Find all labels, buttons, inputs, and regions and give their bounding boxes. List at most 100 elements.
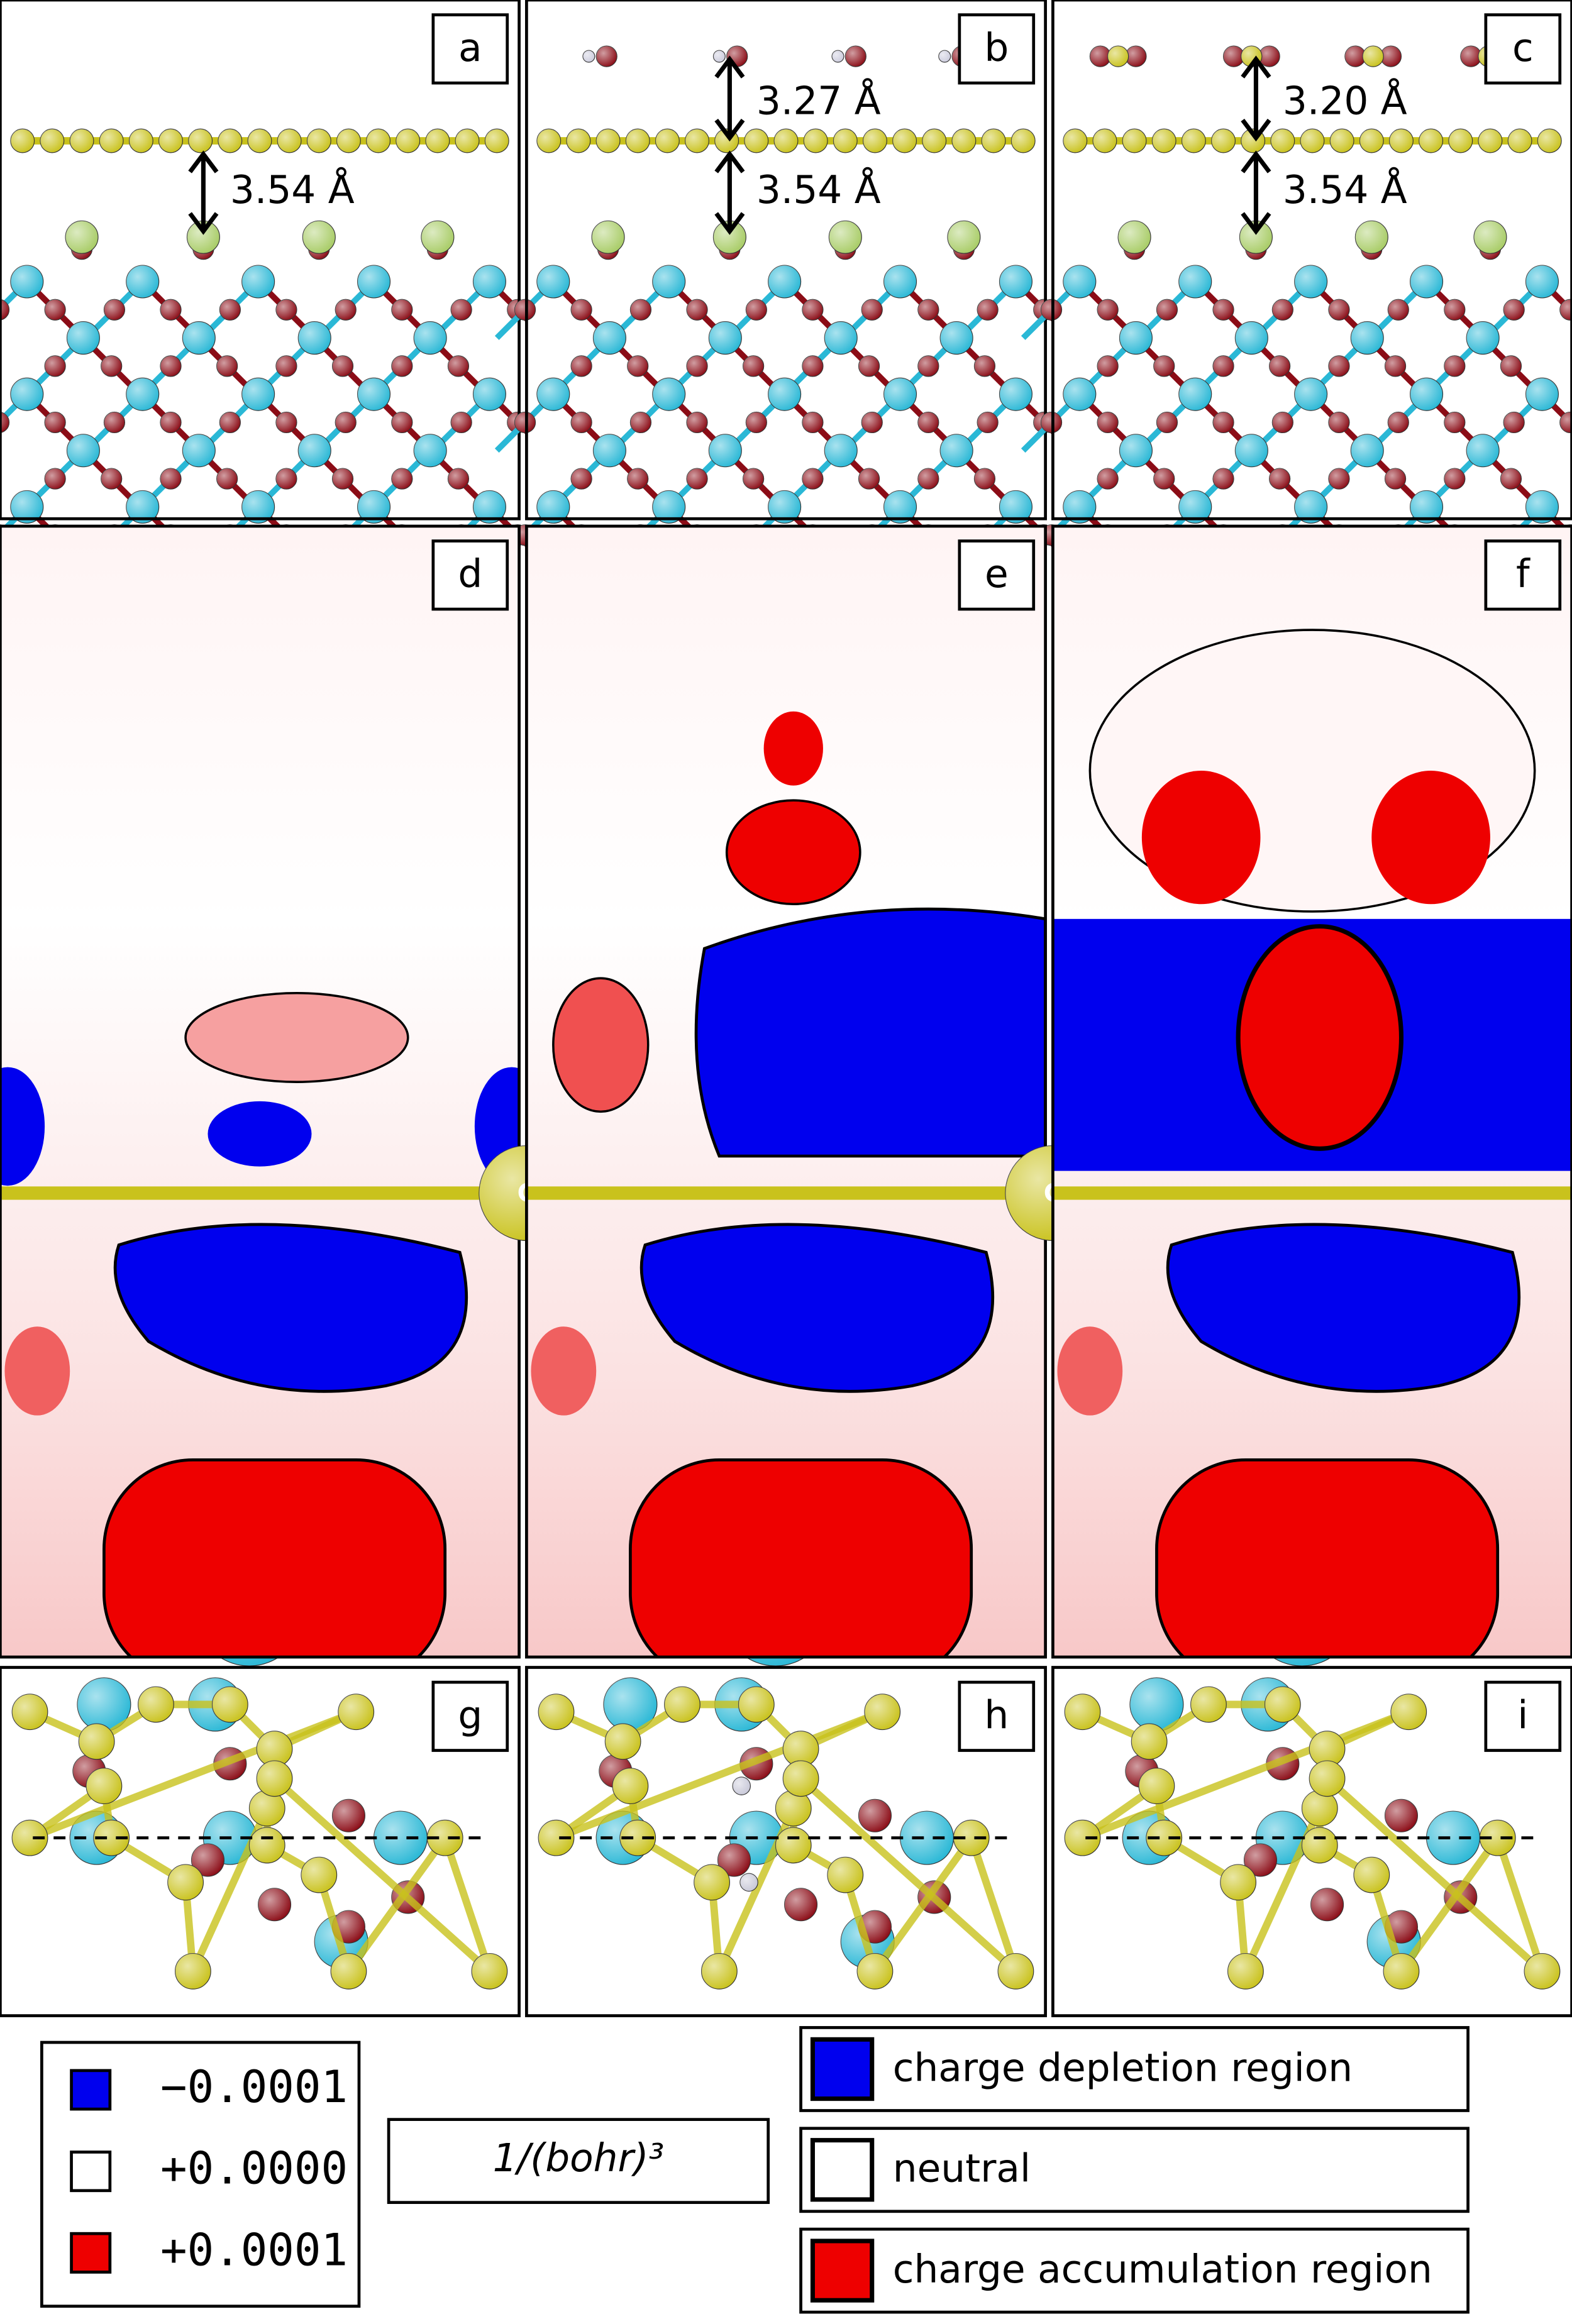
panel-label: e (985, 552, 1009, 597)
atom-shine (739, 1873, 758, 1892)
atom-shine (1525, 265, 1559, 298)
atom-shine (218, 129, 242, 153)
atom-shine (241, 490, 275, 524)
atom-shine (1302, 1790, 1338, 1826)
atom-shine (596, 129, 620, 153)
atom-shine (1444, 355, 1465, 377)
atom-shine (1426, 1811, 1480, 1865)
atom-shine (212, 1687, 248, 1722)
atom-shine (783, 1761, 819, 1797)
atom-shine (1090, 46, 1111, 67)
atom-shine (1265, 1687, 1301, 1722)
atom-shine (158, 129, 183, 153)
atom-shine (331, 1953, 367, 1990)
atom-shine (104, 412, 125, 433)
atom-shine (249, 1827, 285, 1863)
legend-value: −0.0001 (160, 2061, 348, 2113)
atom-shine (1444, 299, 1465, 321)
atom-shine (160, 299, 182, 321)
atom-shine (626, 129, 650, 153)
atom-shine (1444, 468, 1465, 490)
region-label: charge accumulation region (893, 2247, 1432, 2292)
atom-shine (652, 378, 685, 411)
atom-shine (1011, 129, 1036, 153)
legend-swatch (70, 2151, 112, 2193)
atom-shine (451, 299, 472, 321)
atom-shine (1235, 434, 1268, 467)
atom-shine (940, 321, 973, 355)
atom-shine (536, 265, 570, 298)
atom-shine (1223, 46, 1244, 67)
atom-shine (1213, 468, 1234, 490)
panel-bg (526, 0, 1046, 519)
atom-shine (65, 221, 98, 254)
atom-shine (861, 299, 883, 321)
bond (28, 1708, 358, 1842)
legend-value: +0.0000 (160, 2142, 348, 2195)
atom-shine (768, 378, 801, 411)
atom-shine (917, 299, 939, 321)
arrow-head (1241, 150, 1271, 235)
atom-shine (784, 1888, 817, 1921)
atom-shine (104, 299, 125, 321)
atom-shine (802, 412, 823, 433)
atom-shine (571, 412, 592, 433)
atom-shine (717, 1844, 751, 1876)
atom-shine (1302, 1827, 1338, 1863)
accumulation-region (4, 1326, 70, 1416)
atom-shine (1063, 265, 1096, 298)
atom-shine (1269, 355, 1290, 377)
depletion-region (639, 1223, 995, 1393)
atom-shine (940, 434, 973, 467)
atom-shine (1448, 129, 1473, 153)
atom-shine (802, 355, 823, 377)
accumulation-region (184, 991, 409, 1083)
atom-shine (1559, 412, 1572, 433)
atom-shine (917, 468, 939, 490)
atom-shine (219, 412, 241, 433)
depletion-region (1166, 1223, 1521, 1393)
atom-shine (1410, 378, 1443, 411)
atom-shine (687, 299, 708, 321)
atom-shine (1131, 1724, 1167, 1760)
atom-shine (473, 378, 506, 411)
atom-shine (709, 321, 742, 355)
atom-shine (694, 1864, 730, 1900)
atom-shine (999, 490, 1032, 524)
atom-shine (1503, 412, 1525, 433)
bond (345, 1836, 448, 1974)
region-box (799, 2127, 1470, 2213)
atom-shine (101, 355, 122, 377)
atom-shine (1328, 412, 1349, 433)
atom-shine (746, 412, 767, 433)
atom-shine (45, 299, 66, 321)
atom-shine (883, 265, 917, 298)
atom-shine (451, 412, 472, 433)
atom-shine (783, 1731, 819, 1767)
atom-shine (1309, 1761, 1345, 1797)
atom-shine (863, 129, 887, 153)
atom-shine (571, 299, 592, 321)
atom-shine (775, 1827, 812, 1863)
accumulation-region (1141, 771, 1261, 905)
contour-map (526, 526, 1046, 1657)
atom-shine (257, 1731, 292, 1767)
atom-shine (427, 1820, 463, 1856)
atom-shine (1388, 299, 1409, 321)
atom-shine (160, 355, 182, 377)
atom-shine (1390, 1693, 1427, 1730)
atom-shine (1153, 468, 1175, 490)
atom-shine (1500, 355, 1522, 377)
atom-shine (1063, 129, 1087, 153)
legend-swatch (70, 2069, 112, 2111)
panel-label: h (984, 1693, 1009, 1737)
atom-shine (1474, 221, 1507, 254)
region-label: charge depletion region (893, 2046, 1353, 2090)
bond (441, 1836, 494, 1973)
atom-shine (829, 221, 862, 254)
atom-shine (1330, 129, 1354, 153)
atom-shine (40, 129, 64, 153)
atom-shine (687, 468, 708, 490)
atom-shine (241, 378, 275, 411)
atom-shine (366, 129, 390, 153)
